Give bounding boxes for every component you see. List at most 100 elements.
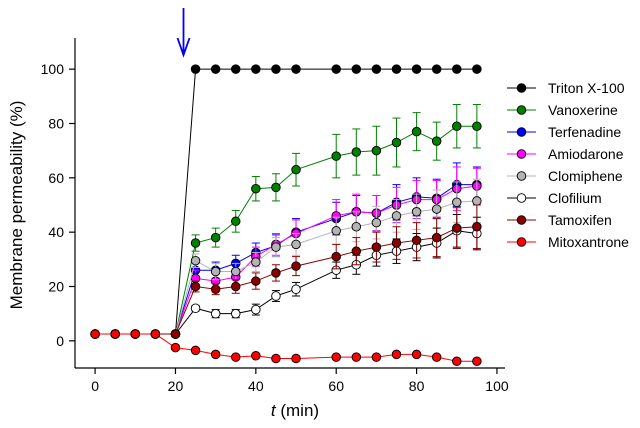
data-point [331, 226, 341, 236]
data-point [210, 308, 221, 319]
x-axis-label-variable: t [271, 401, 277, 420]
legend-item: Amiodarone [507, 146, 624, 162]
data-point [371, 64, 382, 74]
series-clofilium [90, 214, 482, 339]
data-point [251, 304, 261, 315]
data-point [331, 64, 341, 74]
data-point [351, 221, 362, 232]
data-point [230, 281, 241, 292]
legend-marker [516, 237, 527, 247]
data-point [452, 64, 462, 74]
data-point [210, 284, 221, 294]
x-axis-label: t (min) [271, 401, 319, 420]
y-ticks: 0 20 40 60 80 100 [41, 61, 75, 349]
data-point [431, 232, 442, 243]
y-tick-label: 20 [48, 279, 64, 295]
legend-item: Triton X-100 [507, 80, 625, 96]
data-point [331, 251, 341, 262]
legend-label: Tamoxifen [548, 212, 612, 228]
data-point [351, 246, 362, 256]
series-line [95, 200, 477, 335]
legend-label: Triton X-100 [548, 80, 625, 96]
data-point [291, 261, 301, 271]
x-tick-label: 60 [328, 378, 344, 394]
data-point [371, 242, 382, 252]
data-point [291, 64, 301, 74]
data-point [291, 353, 301, 364]
y-axis-label: Membrane permeability (%) [7, 101, 26, 310]
data-point [431, 204, 442, 214]
legend-marker [516, 83, 527, 93]
treatment-arrow-icon [176, 8, 191, 58]
series-tamoxifen [90, 204, 482, 339]
series-triton-x-100 [90, 64, 482, 339]
y-tick-label: 40 [48, 224, 64, 240]
data-point [411, 64, 422, 74]
data-point [170, 342, 181, 353]
data-point [452, 197, 462, 208]
legend-item: Mitoxantrone [507, 234, 629, 250]
legend-marker [516, 193, 527, 203]
data-point [411, 235, 422, 246]
data-point [391, 137, 402, 148]
data-point [331, 151, 341, 161]
legend-label: Vanoxerine [548, 102, 618, 118]
data-point [271, 242, 281, 252]
legend-item: Terfenadine [507, 124, 621, 140]
legend-label: Mitoxantrone [548, 234, 629, 250]
series-clomiphene [90, 178, 482, 339]
data-point [411, 207, 422, 217]
y-tick-label: 100 [41, 61, 65, 77]
legend: Triton X-100 Vanoxerine Terfenadine Amiodar… [507, 80, 629, 250]
data-point [472, 121, 482, 131]
data-point [472, 356, 482, 366]
y-tick-label: 80 [48, 116, 64, 132]
series-mitoxantrone [90, 329, 482, 366]
data-point [271, 268, 281, 278]
data-point [271, 64, 281, 74]
series-plot-area [90, 64, 482, 366]
data-point [351, 352, 362, 362]
legend-marker [516, 215, 527, 225]
data-point [230, 308, 241, 319]
data-point [472, 196, 482, 206]
axes [74, 38, 505, 369]
data-point [170, 329, 181, 339]
legend-item: Tamoxifen [507, 212, 612, 228]
y-tick-label: 60 [48, 170, 64, 186]
legend-marker [516, 171, 527, 181]
data-point [190, 64, 201, 74]
data-point [190, 255, 201, 266]
series-terfenadine [90, 162, 482, 339]
data-point [210, 266, 221, 277]
y-tick-label: 0 [56, 333, 64, 349]
data-point [351, 64, 362, 74]
data-point [251, 276, 261, 286]
legend-label: Clomiphene [548, 168, 623, 184]
data-point [411, 349, 422, 360]
series-line [95, 184, 477, 335]
x-tick-label: 20 [168, 378, 184, 394]
series-vanoxerine [90, 103, 482, 339]
series-line [95, 125, 477, 335]
data-point [391, 238, 402, 248]
legend-label: Terfenadine [548, 124, 621, 140]
data-point [271, 353, 281, 364]
data-point [251, 351, 261, 361]
data-point [251, 257, 261, 267]
arrow-annotation [176, 8, 191, 58]
legend-marker [516, 149, 527, 159]
data-point [391, 64, 402, 74]
legend-label: Amiodarone [548, 146, 624, 162]
legend-marker [516, 127, 527, 137]
data-point [431, 136, 442, 146]
data-point [431, 352, 442, 362]
data-point [291, 284, 301, 294]
data-point [150, 329, 161, 339]
x-tick-label: 40 [248, 378, 264, 394]
data-point [190, 238, 201, 248]
data-point [271, 182, 281, 193]
x-ticks: 0 20 40 60 80 100 [91, 368, 509, 394]
x-axis-label-unit: (min) [276, 401, 319, 420]
